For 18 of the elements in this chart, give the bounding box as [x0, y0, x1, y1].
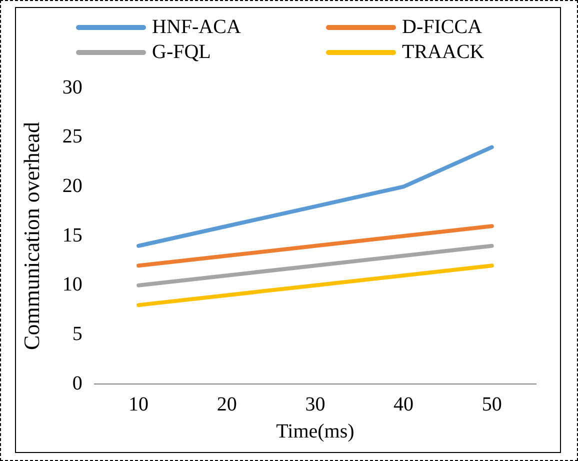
y-tick-label: 15	[62, 224, 82, 246]
y-axis-title: Communication overhead	[18, 122, 44, 350]
x-tick-label: 40	[394, 393, 414, 416]
y-tick-label: 5	[72, 322, 82, 345]
x-tick-label: 30	[305, 393, 326, 416]
x-axis-title: Time(ms)	[276, 420, 354, 442]
x-tick-label: 50	[482, 393, 502, 416]
legend-label: TRAACK	[402, 41, 484, 64]
y-tick-label: 25	[62, 126, 82, 148]
y-tick-label: 20	[62, 174, 82, 197]
x-tick-label: 20	[216, 393, 237, 416]
legend-label: G-FQL	[152, 41, 211, 64]
x-tick-label: 10	[128, 393, 149, 416]
legend-label: D-FICCA	[402, 16, 482, 39]
y-tick-label: 30	[62, 76, 82, 98]
y-tick-label: 0	[72, 372, 82, 394]
y-tick-label: 10	[62, 274, 82, 296]
legend-label: HNF-ACA	[152, 16, 241, 39]
